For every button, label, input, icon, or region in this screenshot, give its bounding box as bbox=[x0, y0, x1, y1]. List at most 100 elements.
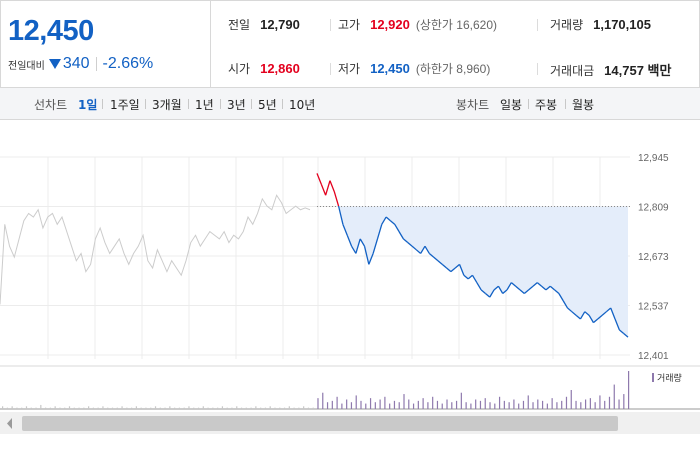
stat-label: 거래대금 bbox=[550, 64, 595, 78]
volume-bar bbox=[475, 399, 477, 409]
volume-bar bbox=[455, 400, 458, 409]
period-1w[interactable]: 1주일 bbox=[110, 98, 140, 112]
price-segment bbox=[450, 267, 456, 273]
volume-bar bbox=[489, 402, 491, 409]
stat-value: 12,920 bbox=[370, 17, 410, 32]
volume-bar bbox=[188, 406, 190, 409]
volume-bar bbox=[303, 406, 305, 409]
price-segment bbox=[480, 289, 486, 294]
stat-low: 저가 12,450 (하한가 8,960) bbox=[338, 60, 490, 77]
volume-bar bbox=[202, 406, 204, 409]
volume-bar bbox=[465, 402, 467, 409]
price-segment bbox=[433, 256, 439, 262]
y-axis-ticks: 12,945 12,809 12,673 12,537 12,401 bbox=[638, 153, 669, 362]
price-segment bbox=[476, 282, 482, 291]
price-segment bbox=[428, 252, 435, 258]
price-segment bbox=[359, 238, 366, 247]
volume-bar bbox=[193, 407, 195, 409]
price-segment bbox=[368, 253, 374, 265]
price-segment bbox=[372, 238, 379, 254]
scroll-left-icon[interactable] bbox=[7, 418, 12, 429]
volume-bar bbox=[513, 399, 515, 409]
y-tick-label: 12,673 bbox=[638, 252, 669, 263]
volume-bar bbox=[59, 407, 61, 409]
price-segment bbox=[567, 307, 573, 313]
stat-open: 시가 12,860 bbox=[228, 60, 300, 77]
period-3y[interactable]: 3년 bbox=[227, 98, 246, 112]
candle-daily[interactable]: 일봉 bbox=[500, 98, 523, 112]
volume-bar bbox=[245, 407, 247, 409]
price-segment bbox=[381, 216, 387, 225]
period-1y[interactable]: 1년 bbox=[195, 98, 214, 112]
period-3m[interactable]: 3개월 bbox=[152, 98, 182, 112]
volume-bar bbox=[494, 403, 496, 409]
y-tick-label: 12,401 bbox=[638, 351, 669, 362]
toolbar-divider bbox=[282, 99, 283, 109]
change-amount: 340 bbox=[62, 55, 90, 72]
volume-bar bbox=[575, 400, 577, 409]
volume-bar bbox=[111, 407, 114, 409]
price-segment bbox=[528, 285, 534, 291]
price-segment bbox=[437, 260, 443, 265]
volume-bar bbox=[503, 400, 505, 409]
period-1d[interactable]: 1일 bbox=[78, 98, 98, 112]
price-segment bbox=[489, 289, 495, 298]
volume-bar bbox=[264, 407, 267, 409]
volume-bar bbox=[584, 399, 587, 409]
stat-label: 전일 bbox=[228, 18, 251, 32]
price-segment bbox=[554, 289, 560, 294]
price-segment bbox=[394, 224, 400, 232]
volume-bar bbox=[16, 407, 18, 409]
volume-bar bbox=[164, 407, 166, 409]
volume-bar bbox=[54, 406, 56, 409]
volume-bar bbox=[260, 407, 262, 409]
volume-bar bbox=[355, 395, 357, 409]
volume-bar bbox=[522, 400, 525, 409]
volume-bar bbox=[236, 406, 238, 409]
period-10y[interactable]: 10년 bbox=[289, 98, 316, 112]
price-segment bbox=[536, 282, 543, 287]
volume-bar bbox=[326, 402, 329, 409]
volume-bar bbox=[131, 407, 133, 409]
candle-weekly[interactable]: 주봉 bbox=[535, 98, 558, 112]
volume-bar bbox=[479, 400, 482, 409]
toolbar-divider bbox=[528, 99, 529, 109]
price-segment bbox=[545, 285, 551, 291]
volume-bar bbox=[594, 402, 596, 409]
volume-bar bbox=[518, 403, 520, 409]
volume-bar bbox=[231, 407, 233, 409]
price-segment bbox=[376, 224, 383, 240]
volume-bar bbox=[422, 398, 424, 409]
volume-bar bbox=[341, 403, 343, 409]
volume-bar bbox=[159, 407, 161, 409]
volume-bar bbox=[298, 407, 300, 409]
period-5y[interactable]: 5년 bbox=[258, 98, 277, 112]
price-segment bbox=[346, 235, 353, 247]
volume-bar bbox=[331, 400, 333, 409]
volume-bar bbox=[570, 390, 572, 409]
price-segment bbox=[532, 282, 538, 287]
volume-bar bbox=[360, 400, 362, 409]
volume-bar bbox=[183, 407, 185, 409]
toolbar-divider bbox=[565, 99, 566, 109]
prev-day-series-line bbox=[0, 194, 311, 305]
volume-bar bbox=[317, 398, 319, 409]
volume-bar bbox=[556, 402, 558, 409]
y-tick-label: 12,809 bbox=[638, 203, 669, 214]
price-segment bbox=[329, 180, 335, 192]
stat-high: 고가 12,920 (상한가 16,620) bbox=[338, 16, 497, 33]
volume-bar bbox=[240, 407, 243, 409]
volume-bar bbox=[427, 402, 429, 409]
volume-bar bbox=[21, 407, 23, 409]
volume-bar bbox=[255, 406, 257, 409]
stat-value: 12,450 bbox=[370, 61, 410, 76]
volume-bar bbox=[221, 406, 224, 409]
volume-bar bbox=[83, 407, 85, 409]
scrollbar-thumb[interactable] bbox=[22, 416, 618, 431]
price-segment bbox=[579, 311, 586, 320]
candle-monthly[interactable]: 월봉 bbox=[572, 98, 595, 112]
chart-scrollbar[interactable] bbox=[0, 412, 700, 434]
lower-limit: (하한가 8,960) bbox=[415, 62, 491, 76]
price-segment bbox=[398, 231, 404, 240]
volume-bar bbox=[551, 398, 553, 409]
